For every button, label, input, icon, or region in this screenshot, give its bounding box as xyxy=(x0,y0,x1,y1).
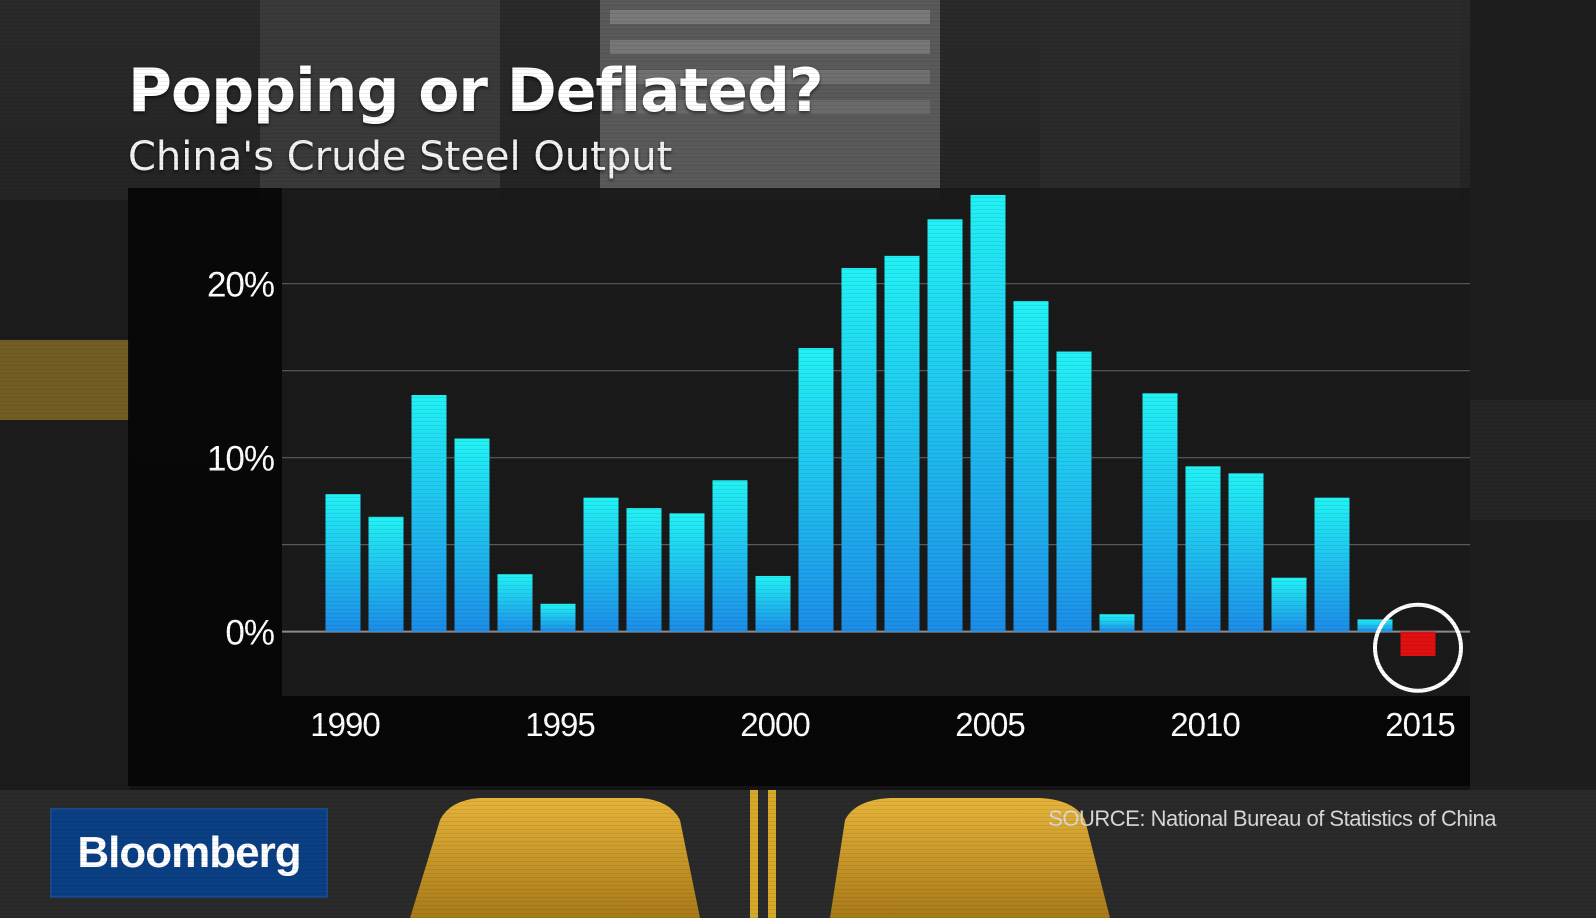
x-tick-label: 1995 xyxy=(525,706,594,743)
bar-2013 xyxy=(1314,497,1350,632)
bar-1999 xyxy=(712,480,748,632)
bar-2014 xyxy=(1357,619,1393,632)
bar-1993 xyxy=(454,438,490,632)
bar-2002 xyxy=(841,268,877,632)
bar-1994 xyxy=(497,574,533,632)
bar-2011 xyxy=(1228,473,1264,632)
bar-1998 xyxy=(669,513,705,632)
bar-1997 xyxy=(626,508,662,632)
bar-2006 xyxy=(1013,301,1049,632)
highlight-circle xyxy=(1373,602,1463,693)
source-note: SOURCE: National Bureau of Statistics of… xyxy=(1048,806,1496,831)
chart-title: Popping or Deflated? xyxy=(128,56,824,126)
bar-1992 xyxy=(411,395,447,632)
x-axis-ticks: 1990 1995 2000 2005 2010 2015 xyxy=(310,706,1455,743)
bar-2001 xyxy=(798,348,834,632)
x-tick-label: 2010 xyxy=(1170,706,1240,743)
y-tick-label: 0% xyxy=(225,614,274,653)
x-tick-label: 2015 xyxy=(1385,706,1454,743)
y-tick-label: 10% xyxy=(207,440,274,479)
bar-2015 xyxy=(1400,631,1436,656)
bar-2003 xyxy=(884,255,920,632)
bar-1996 xyxy=(583,497,619,632)
bar-2009 xyxy=(1142,393,1178,632)
bar-2000 xyxy=(755,575,791,632)
bar-2005 xyxy=(970,194,1006,632)
bar-2007 xyxy=(1056,351,1092,632)
y-axis-ticks: 0% 10% 20% xyxy=(207,266,275,653)
x-tick-label: 1990 xyxy=(310,706,380,743)
bar-2010 xyxy=(1185,466,1221,632)
x-tick-label: 2000 xyxy=(740,706,810,743)
highlight-marker xyxy=(1373,602,1463,693)
bar-1995 xyxy=(540,603,576,632)
bar-2012 xyxy=(1271,577,1307,632)
logo-text: Bloomberg xyxy=(77,828,301,877)
y-tick-label: 20% xyxy=(207,266,274,305)
bars xyxy=(325,194,1436,656)
bar-1990 xyxy=(325,494,361,632)
bar-2004 xyxy=(927,219,963,632)
x-tick-label: 2005 xyxy=(955,706,1024,743)
bar-1991 xyxy=(368,516,404,632)
chart-subtitle: China's Crude Steel Output xyxy=(128,134,673,180)
bloomberg-logo: Bloomberg xyxy=(50,808,328,898)
bar-2008 xyxy=(1099,614,1135,632)
